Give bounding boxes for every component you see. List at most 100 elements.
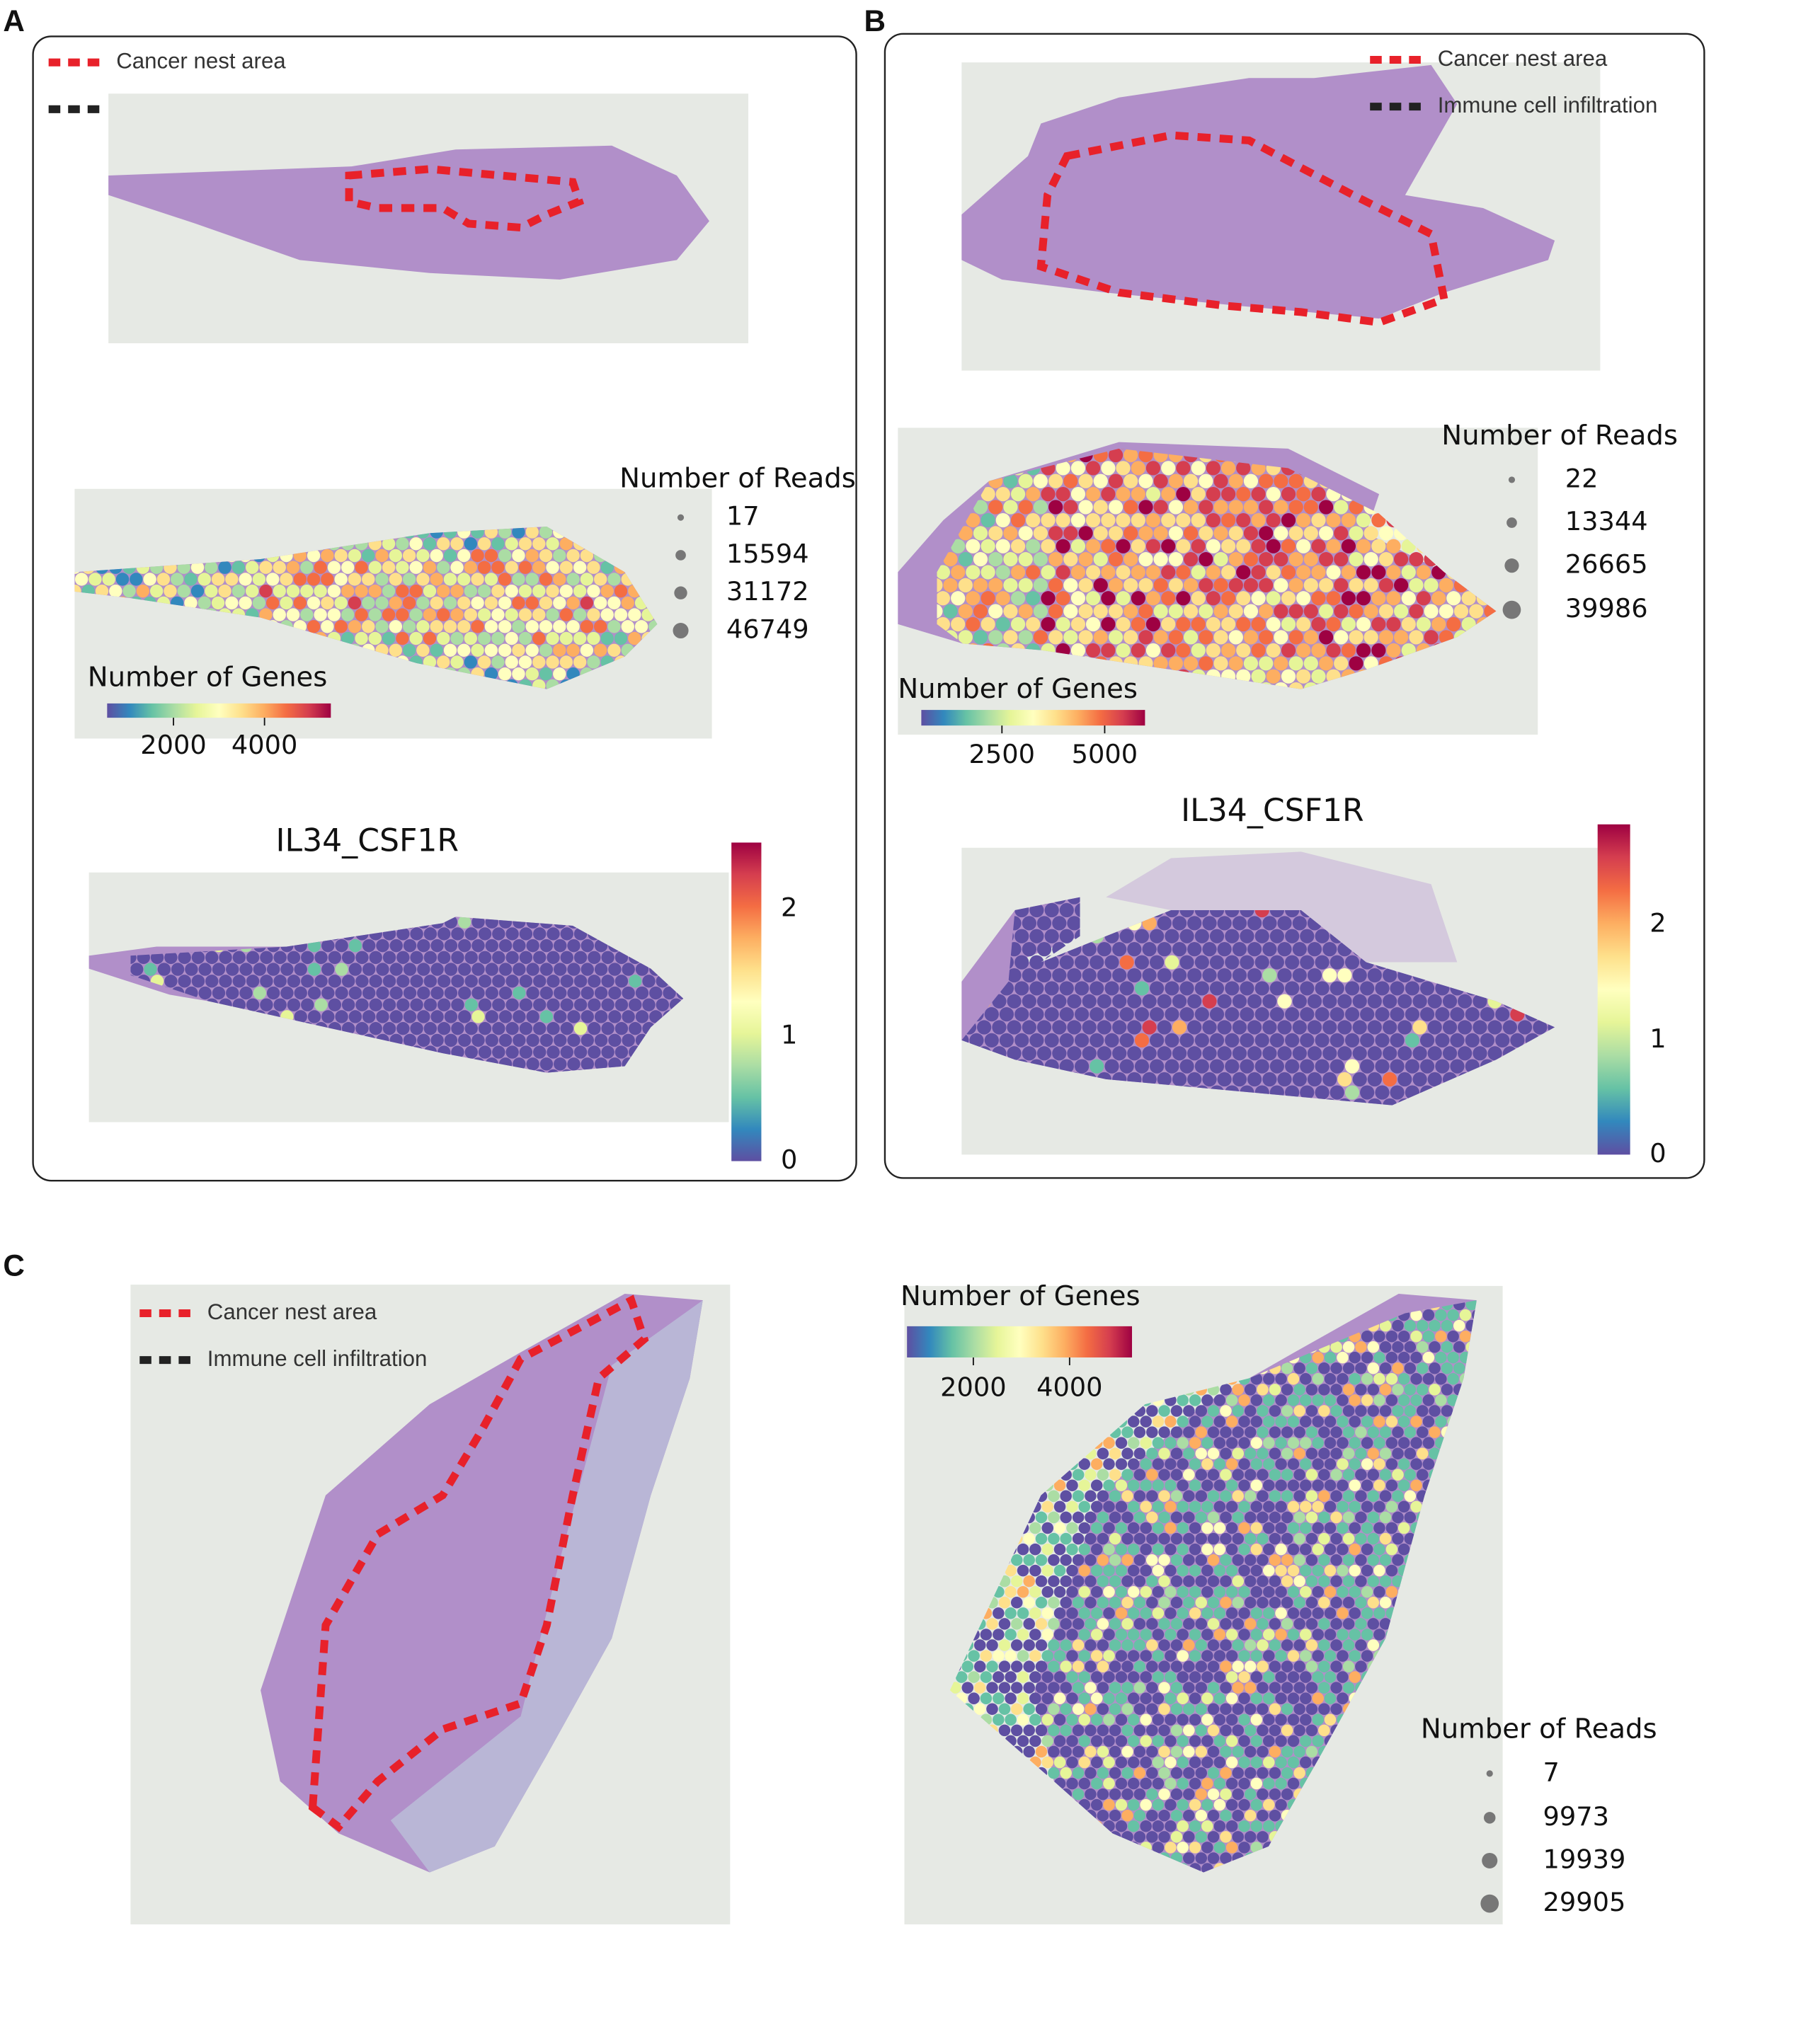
spot: [1262, 1020, 1277, 1035]
spot: [1138, 630, 1153, 645]
spot: [966, 591, 980, 606]
spot: [1183, 604, 1199, 619]
spot: [402, 596, 416, 610]
spot: [355, 631, 368, 645]
spot: [1085, 487, 1101, 502]
spot: [1070, 539, 1086, 553]
spot: [1243, 578, 1259, 593]
spot: [1305, 1618, 1318, 1630]
spot: [519, 951, 533, 965]
spot: [1140, 1564, 1152, 1577]
size-swatch: [1506, 517, 1517, 528]
spot: [512, 573, 525, 586]
spot: [184, 573, 198, 586]
spot: [348, 1010, 362, 1023]
spot: [1427, 1020, 1442, 1035]
spot: [410, 975, 423, 988]
spot: [1281, 1575, 1293, 1587]
spot: [1281, 1469, 1293, 1481]
spot: [1419, 1033, 1435, 1048]
spot: [1157, 1020, 1172, 1035]
spot: [403, 1010, 417, 1023]
spot: [1085, 1660, 1097, 1672]
spot: [1152, 1650, 1165, 1662]
spot: [1140, 1585, 1152, 1598]
spot: [450, 608, 464, 621]
spot: [1146, 1597, 1158, 1609]
spot: [559, 631, 573, 645]
spot: [1392, 1405, 1404, 1417]
spot: [1029, 902, 1044, 918]
spot: [1201, 1500, 1213, 1513]
spot: [1361, 1416, 1373, 1428]
spot: [1014, 981, 1029, 996]
spot: [1133, 1618, 1146, 1630]
spot: [450, 561, 464, 574]
spot: [1072, 1532, 1085, 1545]
spot: [1140, 1479, 1152, 1492]
spot: [1140, 1671, 1152, 1683]
spot: [1090, 1713, 1103, 1726]
spot: [1036, 1046, 1052, 1061]
spot: [1048, 1618, 1060, 1630]
spot: [1269, 1745, 1281, 1758]
spot: [423, 1022, 438, 1035]
spot: [1053, 1671, 1066, 1683]
spot: [1172, 968, 1187, 983]
spot: [417, 1033, 430, 1047]
spot: [1153, 526, 1168, 541]
spot: [1177, 1522, 1189, 1534]
spot: [1459, 1309, 1472, 1321]
spot: [1041, 1735, 1054, 1747]
spot: [239, 573, 252, 586]
spot: [1220, 1597, 1232, 1609]
spot: [149, 584, 164, 598]
spot: [1349, 1479, 1361, 1492]
spot: [1041, 1713, 1054, 1726]
spot: [1170, 1767, 1183, 1779]
spot: [1023, 1703, 1035, 1716]
spot: [1010, 565, 1026, 580]
spot: [1133, 1682, 1146, 1694]
spot: [1379, 1511, 1392, 1524]
spot: [1287, 1629, 1300, 1641]
spot: [259, 561, 273, 574]
colorbar-tick-label: 2: [781, 892, 797, 923]
spot: [628, 608, 641, 621]
spot: [1060, 1703, 1072, 1716]
spot: [1183, 1405, 1195, 1417]
spot: [368, 584, 382, 598]
spot: [581, 986, 594, 1000]
spot: [1373, 1629, 1385, 1641]
spot: [451, 975, 464, 988]
spot: [1078, 630, 1093, 645]
spot: [1082, 942, 1097, 957]
spot: [1367, 994, 1382, 1009]
spot: [1429, 1319, 1441, 1332]
spot: [1085, 1724, 1097, 1737]
spot: [1066, 1522, 1078, 1534]
spot: [1244, 1639, 1257, 1651]
spot: [1266, 669, 1281, 684]
spot: [1191, 461, 1206, 476]
spot: [212, 963, 226, 976]
spot: [1048, 1703, 1060, 1716]
spot: [1187, 968, 1202, 983]
spot: [1206, 461, 1220, 476]
spot: [1277, 1046, 1292, 1061]
spot: [1285, 1033, 1300, 1048]
spot: [1305, 1682, 1318, 1694]
spot: [951, 565, 966, 580]
spot: [995, 512, 1010, 528]
spot: [1300, 1500, 1312, 1513]
spot: [1409, 578, 1424, 593]
spot: [1349, 1607, 1361, 1619]
spot: [608, 963, 622, 976]
spot: [1238, 1692, 1250, 1704]
spot: [1238, 1543, 1250, 1556]
spot: [1063, 526, 1078, 541]
spot: [1281, 1405, 1293, 1417]
spot: [1247, 968, 1262, 983]
spot: [1274, 473, 1288, 488]
spot: [491, 655, 505, 669]
